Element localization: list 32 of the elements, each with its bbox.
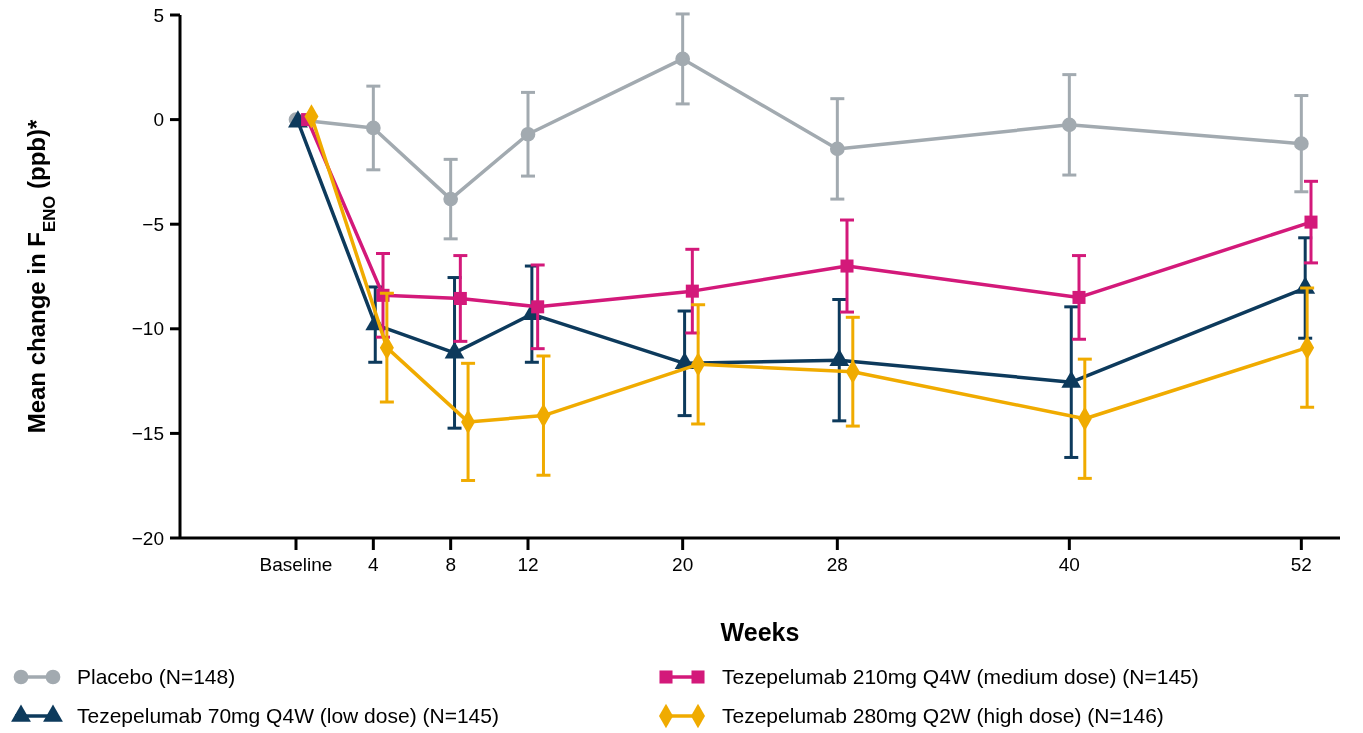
- x-tick-label: 4: [368, 554, 380, 575]
- point: [520, 126, 536, 142]
- x-axis-title: Weeks: [720, 618, 800, 646]
- point: [685, 284, 699, 298]
- y-tick-label: 5: [153, 4, 164, 26]
- x-tick-label: 8: [445, 554, 456, 575]
- y-tick-label: −5: [142, 213, 164, 235]
- point: [840, 259, 854, 273]
- x-tick-label: 52: [1290, 554, 1312, 575]
- point: [1304, 215, 1318, 229]
- legend-label: Placebo (N=148): [77, 665, 236, 689]
- point: [443, 191, 459, 207]
- x-tick-label: 40: [1058, 554, 1080, 575]
- x-tick-label: 12: [517, 554, 539, 575]
- y-tick-label: −15: [131, 423, 164, 445]
- legend-label: Tezepelumab 210mg Q4W (medium dose) (N=145): [722, 665, 1199, 689]
- x-tick-label: 28: [826, 554, 848, 575]
- point: [453, 291, 467, 305]
- legend-label: Tezepelumab 280mg Q2W (high dose) (N=146): [722, 704, 1164, 728]
- y-tick-label: 0: [153, 109, 164, 131]
- y-tick-label: −10: [131, 318, 164, 340]
- point: [531, 300, 545, 314]
- point: [675, 51, 691, 67]
- x-tick-label: 20: [672, 554, 694, 575]
- x-tick-label: Baseline: [259, 554, 333, 575]
- point: [1293, 136, 1309, 151]
- legend-label: Tezepelumab 70mg Q4W (low dose) (N=145): [77, 704, 499, 728]
- point: [1061, 117, 1077, 133]
- point: [1072, 290, 1086, 304]
- y-tick-label: −20: [131, 527, 164, 549]
- point: [829, 141, 845, 157]
- point: [365, 120, 381, 136]
